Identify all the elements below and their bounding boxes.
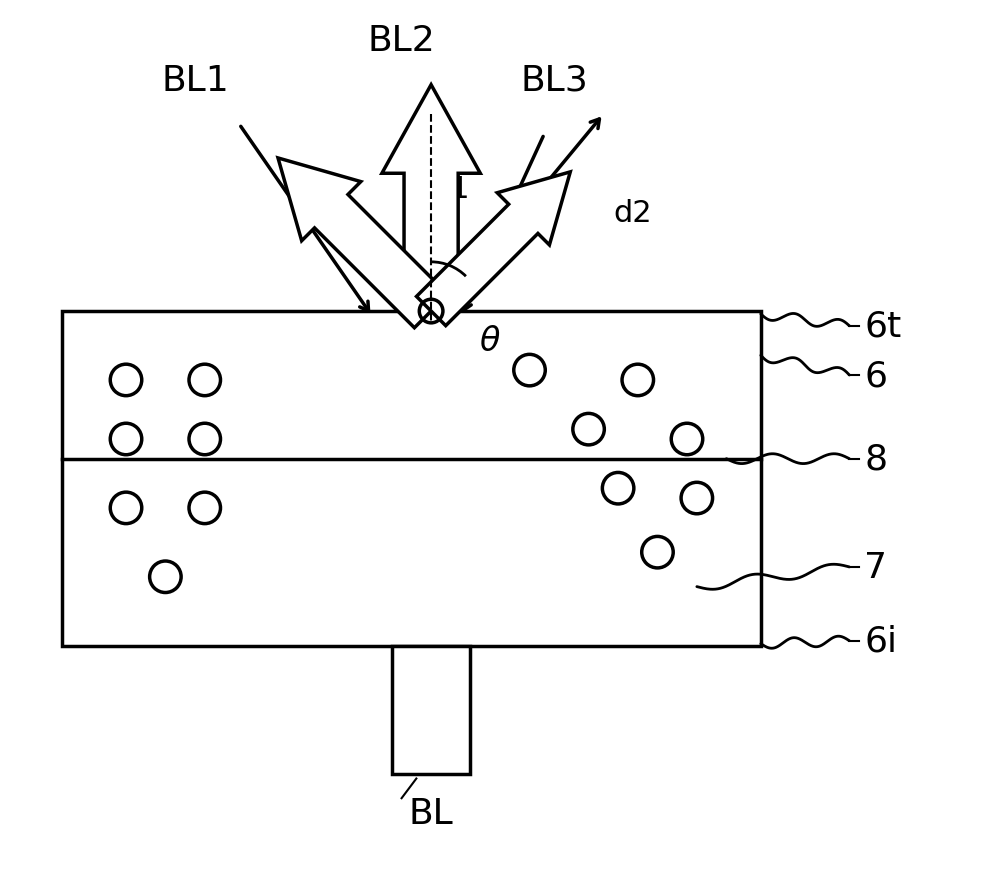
Text: $\theta$: $\theta$ (479, 324, 501, 358)
Text: BL1: BL1 (161, 64, 229, 97)
Polygon shape (382, 86, 480, 311)
Text: 8: 8 (864, 442, 887, 476)
Text: 6t: 6t (864, 310, 901, 344)
Text: BL2: BL2 (368, 25, 435, 59)
Text: BL3: BL3 (520, 64, 588, 97)
Text: 6i: 6i (864, 624, 897, 658)
Text: d2: d2 (614, 199, 652, 228)
Text: 7: 7 (864, 550, 887, 584)
Polygon shape (278, 159, 448, 328)
Text: d1: d1 (431, 175, 470, 203)
Polygon shape (416, 173, 570, 326)
Bar (62, 311, 761, 646)
Bar (392, 646, 470, 774)
Text: BL: BL (409, 796, 453, 830)
Text: 6: 6 (864, 359, 887, 393)
